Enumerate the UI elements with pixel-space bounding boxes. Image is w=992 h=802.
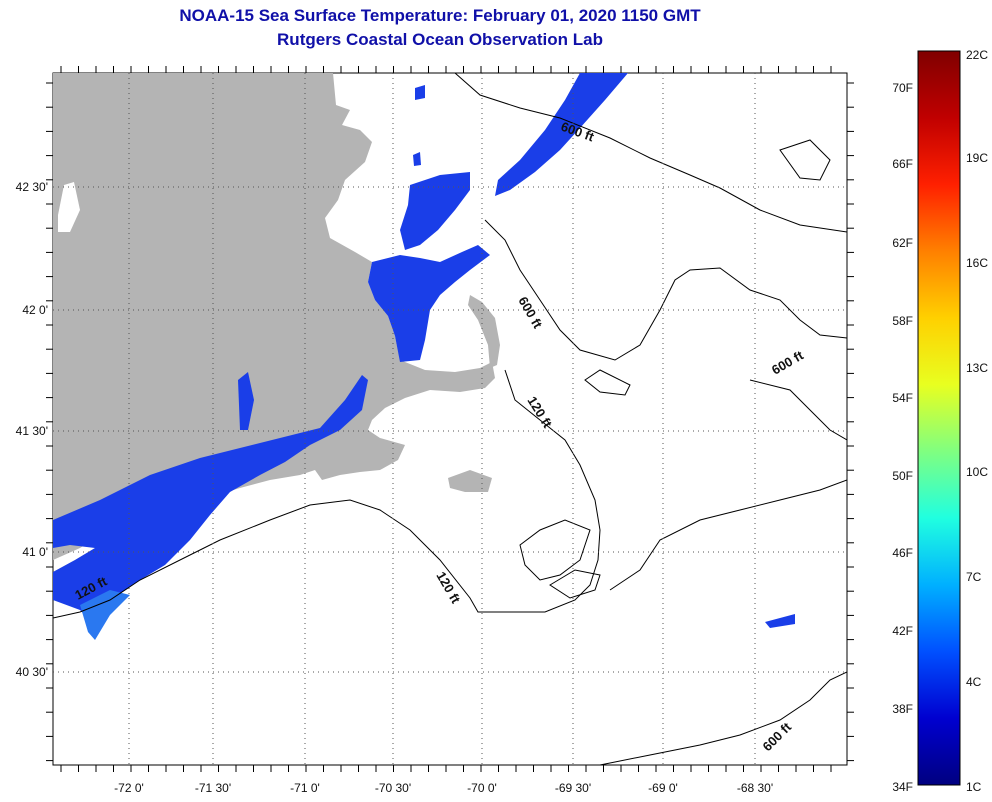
- longitude-labels: -72 0' -71 30' -71 0' -70 30' -70 0' -69…: [114, 781, 773, 795]
- cb-label-34f: 34F: [892, 780, 913, 794]
- lon-label-69-0: -69 0': [648, 781, 678, 795]
- cb-label-70f: 70F: [892, 81, 913, 95]
- lon-label-71-30: -71 30': [195, 781, 231, 795]
- cb-label-4c: 4C: [966, 675, 982, 689]
- lat-label-41-0: 41 0': [22, 545, 48, 559]
- land-marthas-vineyard: [355, 440, 392, 465]
- lat-label-40-30: 40 30': [16, 665, 48, 679]
- sst-cape-ann-patch: [400, 172, 470, 250]
- cb-label-19c: 19C: [966, 151, 988, 165]
- contour-georges-shoal-2: [549, 569, 601, 599]
- cb-label-42f: 42F: [892, 624, 913, 638]
- cb-label-46f: 46F: [892, 546, 913, 560]
- lon-label-72-0: -72 0': [114, 781, 144, 795]
- contour-600-gulf-north: [454, 73, 847, 233]
- colorbar-c-labels: 22C 19C 16C 13C 10C 7C 4C 1C: [966, 48, 988, 794]
- cb-label-13c: 13C: [966, 361, 988, 375]
- sst-long-island-sound: [53, 375, 368, 620]
- frame-ticks: [46, 66, 854, 772]
- sst-massachusetts-bay: [368, 245, 490, 362]
- cb-label-50f: 50F: [892, 469, 913, 483]
- cb-label-7c: 7C: [966, 570, 982, 584]
- colorbar-gradient: [917, 50, 961, 786]
- land-cape-cod-hook: [468, 295, 500, 368]
- lon-label-70-0: -70 0': [467, 781, 497, 795]
- land-massachusetts: [53, 73, 495, 560]
- land-nantucket: [448, 470, 492, 492]
- lat-label-41-30: 41 30': [16, 424, 48, 438]
- sst-small-patch-1: [415, 85, 425, 100]
- sst-narragansett: [238, 372, 254, 430]
- contour-shelf-islands: [779, 139, 831, 181]
- colorbar-f-labels: 70F 66F 62F 58F 54F 50F 46F 42F 38F 34F: [892, 81, 913, 794]
- cb-label-66f: 66F: [892, 157, 913, 171]
- cb-label-22c: 22C: [966, 48, 988, 62]
- sst-small-patch-2: [413, 152, 421, 166]
- cloud-patch: [58, 182, 80, 232]
- lat-label-42-0: 42 0': [22, 303, 48, 317]
- colorbar: 70F 66F 62F 58F 54F 50F 46F 42F 38F 34F …: [892, 48, 988, 794]
- chart-subtitle: Rutgers Coastal Ocean Observation Lab: [277, 30, 603, 49]
- latitude-labels: 42 30' 42 0' 41 30' 41 0' 40 30': [16, 180, 48, 679]
- contour-600-east: [749, 379, 847, 441]
- contour-georges-edge: [609, 479, 847, 591]
- lon-label-70-30: -70 30': [375, 781, 411, 795]
- bathymetry-contours: [53, 73, 847, 765]
- cb-label-10c: 10C: [966, 465, 988, 479]
- lon-label-68-30: -68 30': [737, 781, 773, 795]
- contour-120-cape: [53, 369, 601, 619]
- chart-title: NOAA-15 Sea Surface Temperature: Februar…: [179, 6, 701, 25]
- sst-warm-edge: [80, 590, 130, 640]
- graticule: [53, 73, 847, 765]
- cb-label-1c: 1C: [966, 780, 982, 794]
- contour-georges-shoal-1: [519, 519, 591, 581]
- contour-georges-bank: [584, 369, 631, 396]
- cb-label-38f: 38F: [892, 702, 913, 716]
- lon-label-71-0: -71 0': [290, 781, 320, 795]
- cb-label-16c: 16C: [966, 256, 988, 270]
- contour-600-gulf-basin: [484, 219, 847, 361]
- lat-label-42-30: 42 30': [16, 180, 48, 194]
- cb-label-58f: 58F: [892, 314, 913, 328]
- lon-label-69-30: -69 30': [555, 781, 591, 795]
- sst-warm-edge-1: [80, 590, 130, 640]
- cb-label-54f: 54F: [892, 391, 913, 405]
- cb-label-62f: 62F: [892, 236, 913, 250]
- sst-small-patch-3: [765, 614, 795, 628]
- sst-coverage: [53, 73, 795, 628]
- contour-600-southeast: [599, 671, 847, 765]
- sst-gulf-of-maine-strip: [495, 73, 628, 196]
